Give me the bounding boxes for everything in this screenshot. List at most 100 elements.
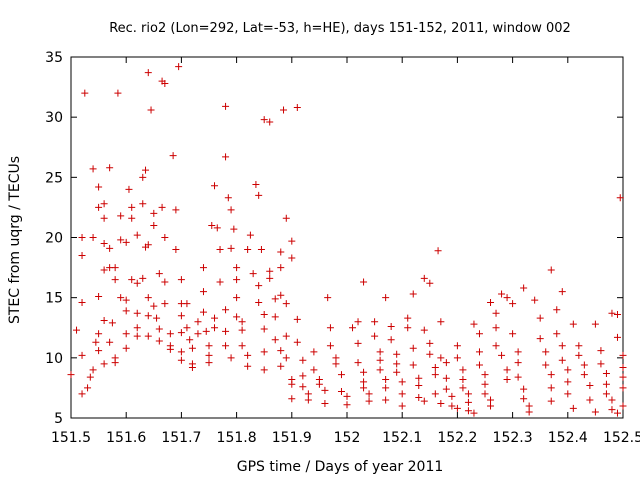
data-point (260, 348, 268, 356)
data-point (398, 402, 406, 410)
data-point (161, 234, 169, 241)
data-point (487, 298, 495, 306)
data-point (211, 182, 219, 190)
data-point (177, 356, 185, 364)
data-point (382, 396, 390, 404)
data-point (376, 356, 384, 364)
data-point (558, 356, 566, 364)
data-point (409, 290, 417, 298)
data-point (125, 185, 133, 193)
data-point (81, 89, 89, 97)
x-tick-label: 151.6 (106, 430, 146, 446)
data-point (188, 344, 196, 352)
data-point (492, 309, 500, 317)
data-point (509, 300, 517, 308)
data-point (133, 309, 141, 317)
data-point (133, 332, 141, 340)
x-tick-label: 152 (334, 430, 361, 446)
data-point (608, 406, 616, 414)
data-point (194, 318, 202, 326)
data-point (67, 371, 75, 379)
data-point (211, 324, 219, 332)
data-point (514, 373, 522, 381)
data-point (337, 388, 345, 396)
data-point (100, 317, 108, 325)
data-point (514, 359, 522, 367)
data-point (78, 252, 86, 260)
y-tick-label: 20 (45, 231, 63, 247)
data-point (437, 354, 445, 362)
data-point (564, 366, 572, 374)
data-point (158, 203, 166, 211)
data-point (470, 320, 478, 328)
data-point (233, 276, 241, 284)
data-point (139, 274, 147, 282)
data-point (78, 298, 86, 306)
data-point (277, 264, 285, 272)
data-point (409, 361, 417, 369)
data-point (144, 332, 152, 340)
data-point (216, 246, 224, 254)
data-point (321, 386, 329, 394)
data-point (558, 288, 566, 296)
data-point (442, 374, 450, 382)
data-point (299, 383, 307, 391)
data-point (222, 102, 230, 110)
data-point (122, 330, 130, 338)
data-point (431, 371, 439, 379)
data-point (128, 214, 136, 222)
data-point (293, 315, 301, 323)
data-point (382, 294, 390, 302)
plot-frame (70, 56, 624, 419)
data-point (393, 360, 401, 368)
data-point (304, 396, 312, 404)
data-point (106, 164, 114, 172)
data-point (514, 348, 522, 356)
data-point (86, 373, 94, 381)
data-point (277, 347, 285, 355)
data-point (613, 409, 621, 417)
data-point (580, 371, 588, 379)
data-point (95, 183, 103, 191)
data-point (459, 384, 467, 392)
data-point (492, 324, 500, 332)
data-point (260, 325, 268, 333)
data-point (448, 402, 456, 410)
data-point (122, 307, 130, 315)
y-tick-label: 15 (45, 291, 63, 307)
data-point (89, 165, 97, 173)
data-point (288, 237, 296, 245)
data-point (580, 361, 588, 369)
data-point (569, 320, 577, 328)
data-point (133, 324, 141, 332)
y-tick-labels: 5 10 15 20 25 30 35 (45, 50, 63, 427)
data-point (332, 360, 340, 368)
data-point (172, 206, 180, 214)
data-point (255, 298, 263, 306)
data-point (166, 330, 174, 338)
data-point (597, 360, 605, 368)
data-point (155, 325, 163, 333)
data-point (230, 225, 238, 233)
data-point (111, 264, 119, 272)
data-point (222, 153, 230, 161)
data-point (619, 373, 627, 381)
x-tick-label: 151.9 (272, 430, 312, 446)
data-point (92, 338, 100, 346)
data-point (387, 336, 395, 344)
data-point (404, 314, 412, 322)
data-point (233, 294, 241, 302)
data-point (227, 206, 235, 214)
data-point (177, 276, 185, 284)
data-point (324, 294, 332, 302)
data-point (459, 375, 467, 383)
data-point (117, 236, 125, 244)
data-point (547, 384, 555, 392)
data-point (155, 270, 163, 278)
data-point (453, 404, 461, 412)
data-point (437, 400, 445, 408)
data-point (586, 382, 594, 390)
data-point (122, 344, 130, 352)
data-point (337, 371, 345, 379)
data-point (246, 231, 254, 239)
